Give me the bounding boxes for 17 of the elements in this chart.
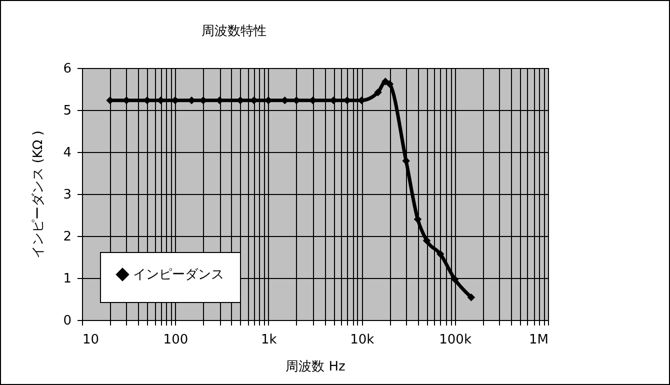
y-tick-label: 1 <box>63 272 72 286</box>
y-tick-label: 4 <box>63 146 72 160</box>
y-tick-label: 2 <box>63 230 72 244</box>
x-axis-title: 周波数 Hz <box>286 360 346 374</box>
x-tick-label: 100k <box>439 332 472 348</box>
x-tick-label: 1M <box>529 332 548 348</box>
chart-title: 周波数特性 <box>202 24 267 39</box>
y-tick-label: 6 <box>63 62 72 76</box>
y-axis-title: インピーダンス (KΩ ) <box>31 130 46 258</box>
y-tick-label: 0 <box>63 314 72 328</box>
x-tick-label: 100 <box>163 332 188 348</box>
x-tick-label: 10k <box>350 332 375 348</box>
y-tick-label: 3 <box>63 188 72 202</box>
x-tick-label: 10 <box>82 332 100 348</box>
legend-label: インピーダンス <box>133 268 224 282</box>
x-tick-label: 1k <box>260 332 278 348</box>
y-tick-label: 5 <box>63 104 72 118</box>
